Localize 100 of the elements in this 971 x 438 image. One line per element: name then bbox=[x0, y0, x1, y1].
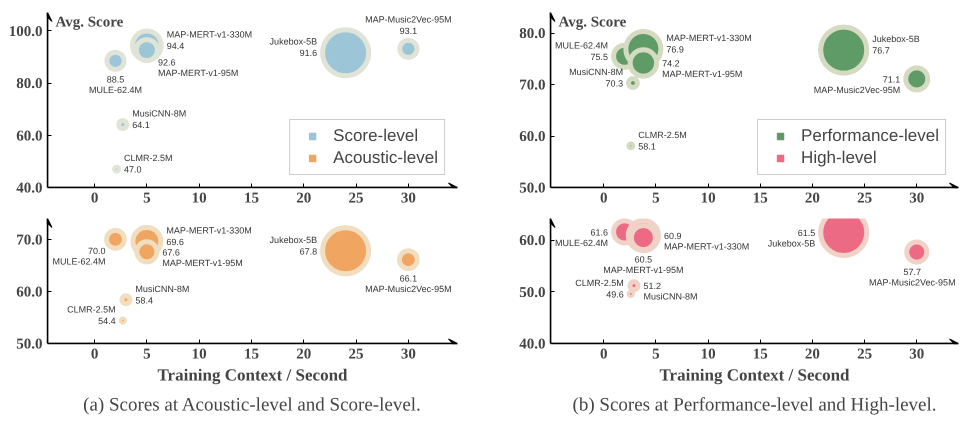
x-tick-label: 30 bbox=[400, 190, 416, 206]
data-label: 67.6 bbox=[162, 247, 180, 258]
annotation: MULE-62.4M bbox=[555, 40, 608, 50]
y-tick-label: 70.0 bbox=[519, 78, 546, 94]
annotation: MAP-Music2Vec-95M bbox=[365, 14, 452, 25]
annotation: MAP-MERT-v1-330M bbox=[166, 225, 252, 236]
data-label: 70.3 bbox=[606, 78, 624, 89]
data-label: 58.1 bbox=[638, 141, 656, 152]
x-tick-label: 5 bbox=[143, 190, 151, 206]
y-tick-label: 60.0 bbox=[519, 233, 546, 250]
y-tick-label: 60.0 bbox=[519, 129, 546, 146]
data-label: 47.0 bbox=[124, 164, 142, 175]
x-tick-label: 30 bbox=[909, 190, 924, 206]
y-tick-label: 80.0 bbox=[519, 26, 546, 42]
data-label: 88.5 bbox=[106, 74, 124, 84]
data-label: 57.7 bbox=[904, 267, 922, 278]
y-tick-label: 100.0 bbox=[8, 24, 42, 40]
x-tick-label: 0 bbox=[90, 190, 98, 206]
annotation: MAP-MERT-v1-95M bbox=[662, 68, 742, 79]
annotation: Jukebox-5B bbox=[270, 36, 318, 47]
annotation: CLMR-2.5M bbox=[67, 304, 116, 315]
data-label: 70.0 bbox=[88, 246, 106, 256]
y-axis-title: Avg. Score bbox=[56, 14, 124, 30]
annotation: MAP-MERT-v1-95M bbox=[162, 258, 243, 268]
annotation: MULE-62.4M bbox=[555, 238, 608, 248]
x-tick-label: 15 bbox=[752, 190, 768, 206]
annotation: MULE-62.4M bbox=[52, 256, 106, 266]
x-axis-title: Training Context / Second bbox=[660, 366, 850, 384]
data-label: 75.5 bbox=[590, 52, 608, 62]
annotation: MULE-62.4M bbox=[88, 84, 142, 95]
legend-label: Score-level bbox=[333, 126, 418, 146]
x-tick-label: 25 bbox=[348, 346, 364, 362]
x-tick-label: 5 bbox=[652, 190, 660, 206]
annotation: MusiCNN-8M bbox=[132, 108, 186, 119]
annotation: MAP-Music2Vec-95M bbox=[869, 278, 956, 288]
annotation: MAP-Music2Vec-95M bbox=[365, 284, 452, 294]
annotation: MAP-MERT-v1-95M bbox=[158, 68, 238, 78]
y-tick-label: 80.0 bbox=[16, 76, 42, 92]
data-label: 91.6 bbox=[300, 48, 318, 58]
x-tick-label: 25 bbox=[857, 346, 872, 362]
data-label: 60.9 bbox=[664, 231, 682, 242]
x-tick-label: 5 bbox=[143, 346, 151, 362]
x-tick-label: 15 bbox=[752, 346, 768, 362]
x-tick-label: 20 bbox=[804, 346, 820, 362]
y-tick-label: 50.0 bbox=[519, 180, 546, 196]
x-tick-label: 15 bbox=[244, 190, 259, 206]
data-label: 67.8 bbox=[300, 246, 318, 256]
annotation: CLMR-2.5M bbox=[124, 153, 172, 164]
annotation: MAP-Music2Vec-95M bbox=[814, 84, 900, 95]
y-tick-label: 60.0 bbox=[16, 284, 42, 300]
legend-label: Acoustic-level bbox=[333, 148, 438, 168]
x-tick-label: 25 bbox=[857, 190, 872, 206]
annotation: Jukebox-5B bbox=[768, 238, 816, 248]
annotation: MAP-MERT-v1-330M bbox=[666, 33, 752, 44]
x-tick-label: 10 bbox=[192, 190, 207, 206]
data-label: 93.1 bbox=[400, 26, 418, 36]
x-tick-label: 30 bbox=[909, 346, 924, 362]
x-tick-label: 10 bbox=[700, 346, 716, 362]
y-tick-label: 60.0 bbox=[16, 128, 42, 144]
x-tick-label: 30 bbox=[400, 346, 416, 362]
data-label: 76.7 bbox=[872, 46, 890, 56]
annotation: MAP-MERT-v1-330M bbox=[166, 29, 252, 40]
text: (a) Scores at Acoustic-level and Score-level. bbox=[83, 394, 421, 416]
y-tick-label: 50.0 bbox=[519, 284, 546, 301]
annotation: CLMR-2.5M bbox=[575, 278, 624, 288]
x-tick-label: 20 bbox=[296, 346, 312, 362]
data-label: 54.4 bbox=[98, 316, 116, 326]
y-tick-label: 70.0 bbox=[16, 232, 42, 248]
data-label: 49.6 bbox=[606, 289, 624, 300]
data-label: 92.6 bbox=[158, 58, 176, 68]
data-label: 61.6 bbox=[590, 227, 608, 238]
annotation: Jukebox-5B bbox=[270, 234, 318, 245]
data-label: 69.6 bbox=[166, 236, 184, 247]
data-label: 76.9 bbox=[666, 44, 684, 55]
x-tick-label: 10 bbox=[700, 190, 716, 206]
x-tick-label: 5 bbox=[652, 346, 660, 362]
annotation: MusiCNN-8M bbox=[135, 284, 190, 294]
data-label: 51.2 bbox=[643, 281, 661, 292]
x-tick-label: 0 bbox=[90, 346, 98, 362]
x-tick-label: 20 bbox=[804, 190, 820, 206]
annotation: CLMR-2.5M bbox=[638, 130, 687, 140]
data-label: 66.1 bbox=[400, 274, 418, 284]
x-tick-label: 0 bbox=[600, 346, 608, 362]
x-tick-label: 25 bbox=[348, 190, 364, 206]
y-tick-label: 50.0 bbox=[16, 336, 42, 352]
y-tick-label: 40.0 bbox=[519, 336, 546, 352]
x-tick-label: 0 bbox=[600, 190, 608, 206]
data-label: 71.1 bbox=[882, 74, 900, 84]
x-tick-label: 10 bbox=[192, 346, 207, 362]
x-tick-label: 20 bbox=[296, 190, 312, 206]
text: (b) Scores at Performance-level and High-level. bbox=[572, 394, 937, 416]
annotation: MAP-MERT-v1-95M bbox=[603, 265, 684, 276]
legend-label: Performance-level bbox=[801, 126, 939, 146]
legend-label: High-level bbox=[801, 148, 877, 168]
annotation: MusiCNN-8M bbox=[569, 67, 624, 78]
annotation: MusiCNN-8M bbox=[643, 292, 698, 302]
data-label: 60.5 bbox=[634, 254, 652, 265]
y-tick-label: 40.0 bbox=[16, 180, 42, 196]
data-label: 64.1 bbox=[132, 120, 150, 130]
data-label: 58.4 bbox=[135, 295, 153, 306]
